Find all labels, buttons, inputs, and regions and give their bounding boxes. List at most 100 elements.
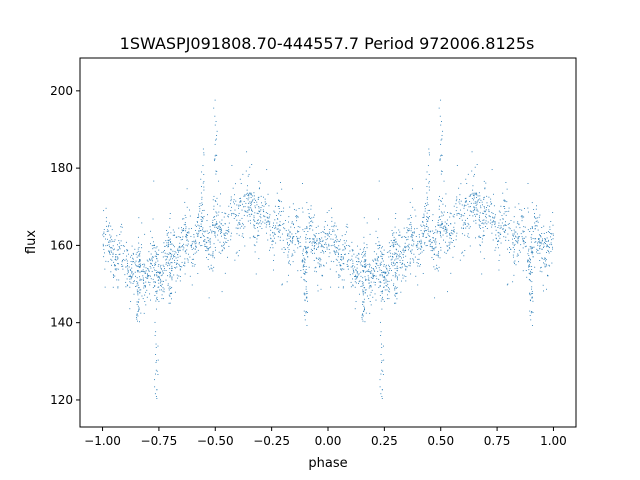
data-point — [343, 240, 345, 242]
data-point — [452, 230, 454, 232]
data-point — [531, 311, 533, 313]
data-point — [387, 283, 389, 285]
data-point — [191, 243, 193, 245]
data-point — [372, 296, 374, 298]
data-point — [133, 281, 135, 283]
data-point — [134, 262, 136, 264]
data-point — [408, 264, 410, 266]
data-point — [160, 275, 162, 277]
data-point — [322, 240, 324, 242]
data-point — [523, 243, 525, 245]
data-point — [498, 235, 500, 237]
data-point — [483, 206, 485, 208]
data-point — [125, 286, 127, 288]
data-point — [438, 107, 440, 109]
data-point — [197, 224, 199, 226]
data-point — [329, 268, 331, 270]
data-point — [167, 246, 169, 248]
data-point — [182, 236, 184, 238]
data-point — [287, 243, 288, 245]
data-point — [207, 240, 209, 241]
data-point — [338, 274, 340, 276]
data-point — [544, 265, 546, 267]
data-point — [352, 250, 354, 252]
data-point — [143, 280, 144, 281]
data-point — [422, 235, 424, 237]
data-point — [269, 222, 271, 224]
data-point — [201, 220, 203, 222]
data-point — [303, 265, 305, 267]
data-point — [209, 243, 211, 245]
data-point — [524, 226, 526, 228]
data-point — [362, 304, 364, 305]
data-point — [381, 275, 383, 277]
y-tick-label: 160 — [50, 238, 73, 252]
data-point — [517, 237, 519, 239]
data-point — [143, 285, 145, 287]
data-point — [437, 252, 439, 254]
data-point — [314, 270, 316, 272]
data-point — [196, 235, 198, 237]
data-point — [305, 236, 307, 238]
data-point — [381, 396, 383, 397]
data-point — [445, 232, 447, 234]
data-point — [346, 266, 348, 267]
data-point — [503, 213, 505, 215]
data-point — [138, 217, 140, 219]
data-point — [223, 234, 225, 236]
data-point — [183, 228, 184, 229]
data-point — [428, 240, 430, 242]
data-point — [230, 200, 232, 202]
data-point — [378, 241, 380, 243]
data-point — [246, 198, 248, 200]
data-point — [302, 260, 304, 262]
data-point — [114, 268, 116, 270]
data-point — [214, 231, 216, 233]
data-point — [147, 268, 149, 269]
data-point — [434, 268, 436, 270]
data-point — [137, 315, 139, 317]
data-point — [384, 277, 386, 279]
data-point — [533, 209, 535, 211]
data-point — [155, 354, 157, 355]
data-point — [331, 220, 333, 222]
data-point — [427, 165, 429, 167]
data-point — [266, 221, 268, 223]
data-point — [174, 259, 175, 261]
data-point — [230, 239, 232, 241]
data-point — [129, 278, 131, 280]
data-point — [252, 199, 254, 201]
data-point — [283, 247, 285, 248]
data-point — [170, 261, 172, 263]
data-point — [398, 255, 400, 257]
data-point — [277, 218, 279, 220]
data-point — [510, 249, 512, 250]
data-point — [138, 309, 140, 311]
data-point — [344, 247, 346, 249]
data-point — [440, 173, 442, 175]
data-point — [424, 225, 426, 227]
data-point — [537, 229, 539, 231]
data-point — [462, 224, 464, 226]
data-point — [178, 263, 180, 265]
data-point — [186, 206, 188, 208]
data-point — [545, 240, 547, 242]
data-point — [478, 235, 480, 237]
data-point — [440, 99, 442, 101]
data-point — [510, 220, 512, 221]
data-point — [451, 242, 453, 243]
data-point — [469, 195, 471, 197]
data-point — [528, 272, 530, 274]
data-point — [301, 261, 303, 263]
data-point — [143, 266, 145, 268]
data-point — [499, 211, 501, 213]
data-point — [109, 222, 110, 224]
data-point — [242, 224, 244, 226]
data-point — [184, 262, 186, 264]
data-point — [132, 274, 134, 276]
data-point — [341, 279, 343, 281]
data-point — [523, 241, 525, 243]
data-point — [203, 186, 205, 188]
data-point — [369, 233, 371, 235]
data-point — [426, 220, 428, 222]
